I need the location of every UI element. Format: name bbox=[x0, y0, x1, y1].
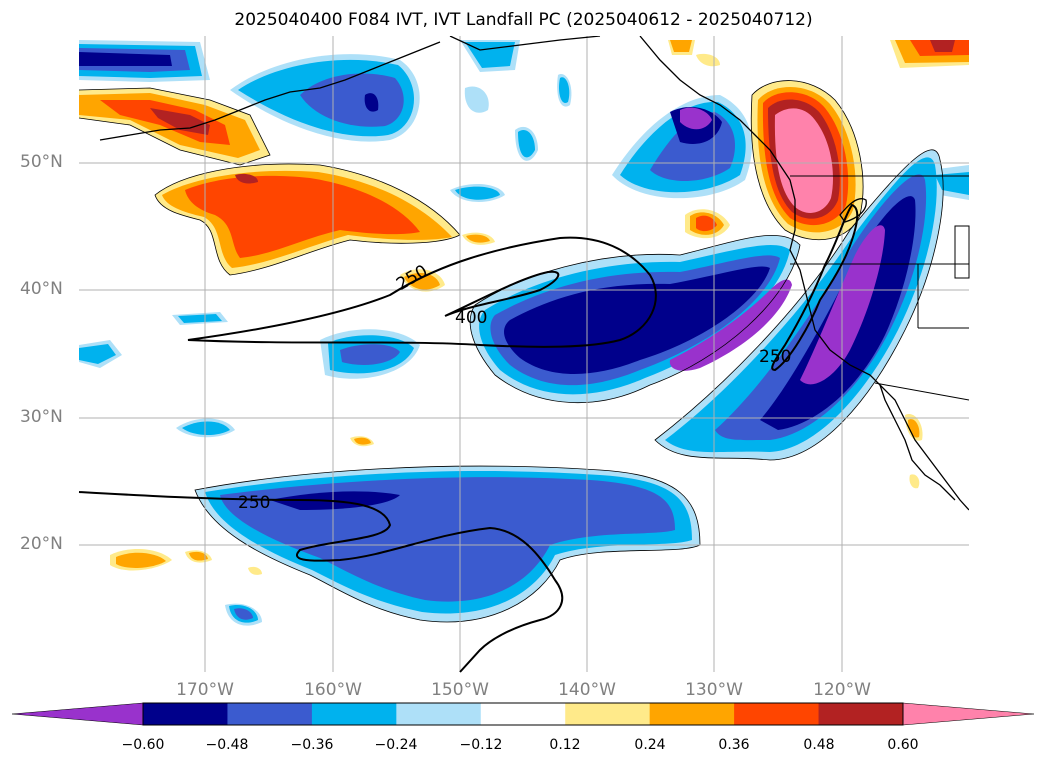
colorbar-cell bbox=[649, 703, 735, 725]
contour-label: 250 bbox=[238, 493, 271, 513]
colorbar-cell bbox=[227, 703, 313, 725]
ivt-field bbox=[79, 40, 969, 626]
landfall-pc-contours bbox=[78, 203, 859, 673]
lat-label: 50°N bbox=[20, 152, 63, 172]
colorbar-cell bbox=[734, 703, 820, 725]
colorbar-tick-label: −0.36 bbox=[290, 737, 334, 753]
colorbar-tick-label: −0.60 bbox=[121, 737, 165, 753]
lat-label: 30°N bbox=[20, 407, 63, 427]
colorbar-cell bbox=[143, 703, 228, 725]
colorbar-cell bbox=[565, 703, 651, 725]
colorbar-tick-label: −0.24 bbox=[374, 737, 418, 753]
contour-pink bbox=[774, 108, 834, 213]
colorbar-tick-label: −0.12 bbox=[459, 737, 503, 753]
lat-label: 40°N bbox=[20, 279, 63, 299]
graticule bbox=[79, 36, 969, 672]
lon-label: 160°W bbox=[304, 680, 362, 700]
coastlines bbox=[99, 36, 969, 511]
lon-label: 120°W bbox=[813, 680, 871, 700]
colorbar bbox=[11, 702, 1035, 726]
contour-label: 400 bbox=[455, 308, 488, 328]
political-borders bbox=[790, 175, 970, 401]
colorbar-cell bbox=[818, 703, 904, 725]
colorbar-tick-label: 0.12 bbox=[549, 737, 581, 753]
lon-label: 130°W bbox=[685, 680, 743, 700]
colorbar-tick-label: 0.36 bbox=[718, 737, 750, 753]
lon-label: 140°W bbox=[558, 680, 616, 700]
colorbar-tick-label: 0.48 bbox=[803, 737, 835, 753]
colorbar-cell bbox=[311, 703, 397, 725]
lat-label: 20°N bbox=[20, 534, 63, 554]
colorbar-cell bbox=[480, 703, 566, 725]
colorbar-tick-label: −0.48 bbox=[205, 737, 249, 753]
colorbar-tick-label: 0.60 bbox=[887, 737, 919, 753]
map-title: 2025040400 F084 IVT, IVT Landfall PC (20… bbox=[234, 10, 813, 30]
colorbar-tick-label: 0.24 bbox=[634, 737, 666, 753]
lon-label: 150°W bbox=[431, 680, 489, 700]
lon-label: 170°W bbox=[176, 680, 234, 700]
contour-label: 250 bbox=[759, 347, 792, 367]
colorbar-cell bbox=[396, 703, 482, 725]
